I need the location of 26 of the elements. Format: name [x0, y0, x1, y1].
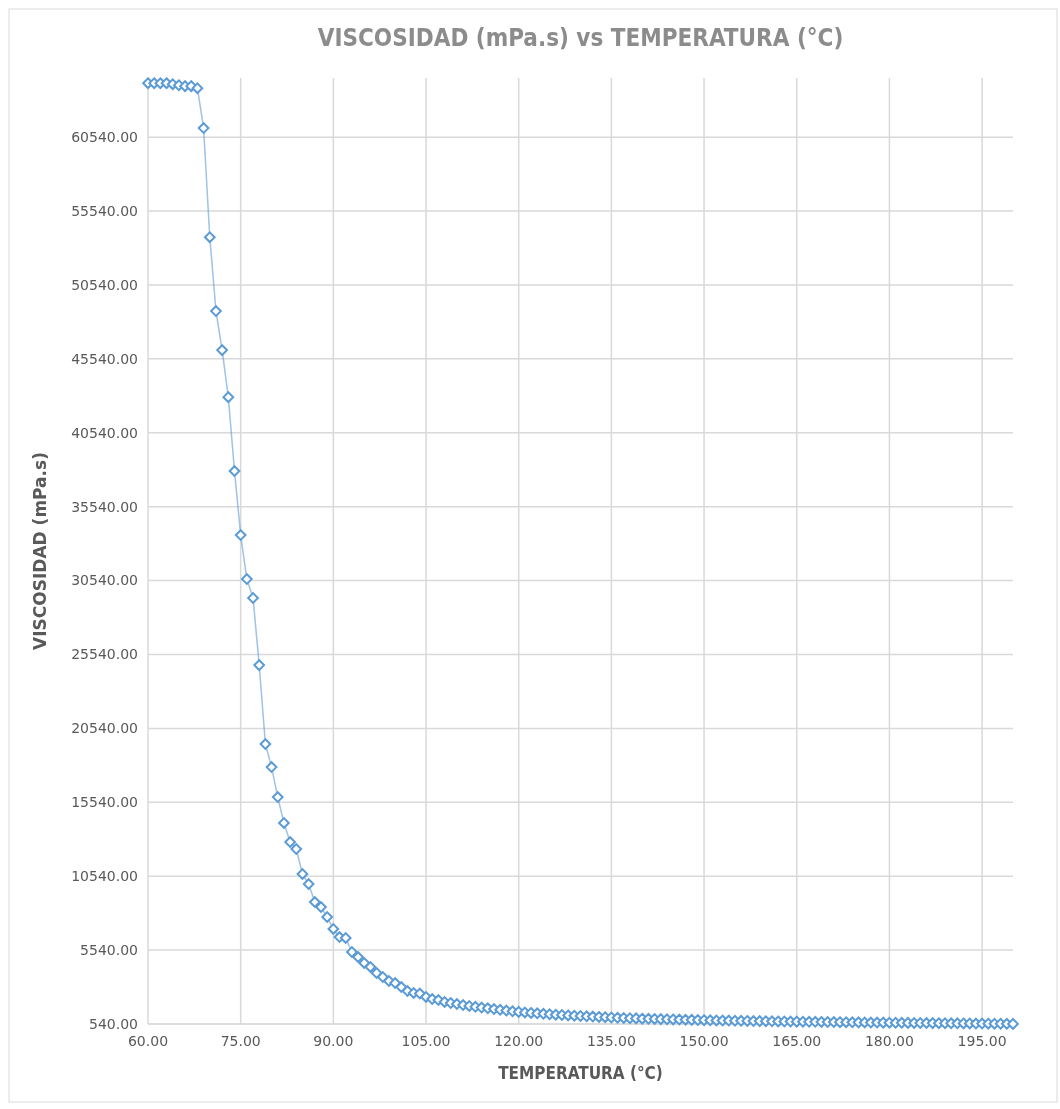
y-tick-label: 50540.00	[71, 276, 138, 293]
x-tick-label: 165.00	[772, 1033, 822, 1049]
x-tick-label: 150.00	[679, 1033, 729, 1049]
y-tick-label: 35540.00	[71, 498, 138, 515]
y-tick-label: 30540.00	[71, 572, 138, 589]
y-tick-label: 10540.00	[71, 868, 138, 885]
y-tick-label: 40540.00	[71, 424, 138, 441]
y-tick-label: 540.00	[89, 1015, 138, 1032]
x-tick-label: 60.00	[127, 1033, 169, 1049]
x-tick-label: 195.00	[957, 1033, 1007, 1049]
x-tick-label: 135.00	[586, 1033, 636, 1049]
y-tick-label: 5540.00	[80, 941, 138, 958]
x-tick-label: 75.00	[220, 1033, 261, 1049]
y-tick-label: 20540.00	[71, 720, 138, 737]
y-tick-label: 45540.00	[71, 350, 138, 367]
chart-title: VISCOSIDAD (mPa.s) vs TEMPERATURA (°C)	[317, 24, 844, 52]
x-tick-label: 105.00	[401, 1033, 451, 1049]
y-tick-label: 60540.00	[71, 129, 138, 146]
y-axis-title: VISCOSIDAD (mPa.s)	[30, 452, 50, 650]
y-tick-label: 55540.00	[71, 202, 138, 219]
x-axis-title: TEMPERATURA (°C)	[498, 1063, 663, 1083]
y-tick-label: 25540.00	[71, 646, 138, 663]
x-tick-label: 180.00	[864, 1033, 914, 1049]
y-tick-label: 15540.00	[71, 794, 138, 811]
x-tick-label: 120.00	[494, 1033, 544, 1049]
x-tick-label: 90.00	[313, 1033, 354, 1049]
